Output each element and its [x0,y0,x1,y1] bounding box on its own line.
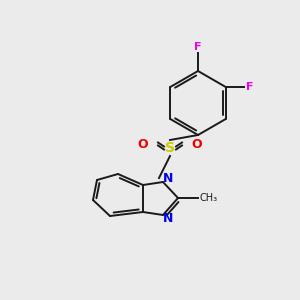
Text: S: S [165,141,175,155]
Text: F: F [246,82,253,92]
Text: F: F [194,42,202,52]
Text: O: O [138,137,148,151]
Text: O: O [192,137,202,151]
Text: CH₃: CH₃ [200,193,218,203]
Text: N: N [163,172,173,185]
Text: N: N [163,212,173,224]
